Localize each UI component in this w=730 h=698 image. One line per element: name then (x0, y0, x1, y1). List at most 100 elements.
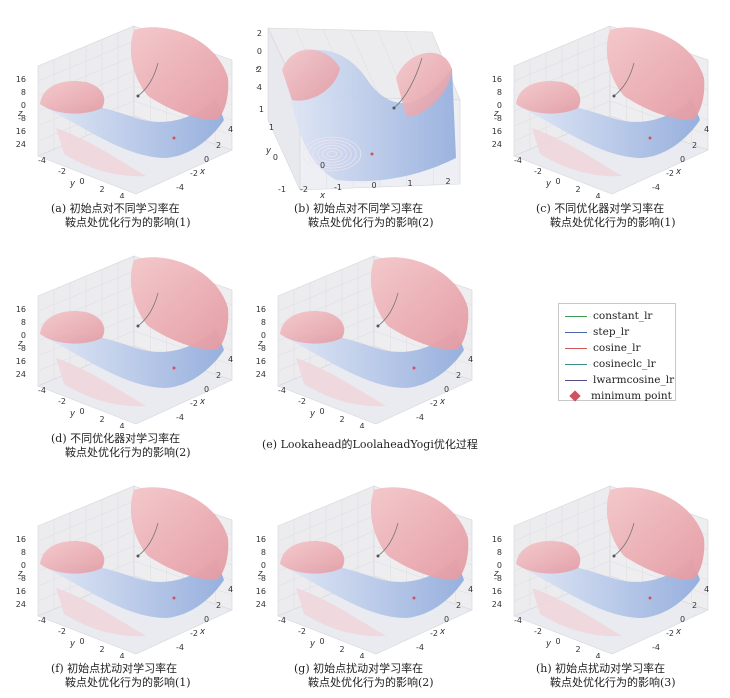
surface-valley (46, 98, 224, 158)
y-tick-label: 0 (273, 153, 278, 162)
caption-c: (c) 不同优化器对学习率在 鞍点处优化行为的影响(1) (536, 202, 676, 230)
caption-tag: (b) (294, 202, 310, 215)
z-tick-label: 8 (21, 318, 26, 327)
surface-front (56, 128, 146, 177)
z-tick-label: 0 (497, 561, 502, 570)
z-tick-label: 16 (492, 75, 502, 84)
caption-line2: 鞍点处优化行为的影响(1) (65, 216, 191, 229)
z-tick-label: -16 (256, 587, 266, 596)
contour-ring (326, 150, 338, 158)
caption-d: (d) 不同优化器对学习率在 鞍点处优化行为的影响(2) (51, 432, 191, 460)
z-tick-label: 16 (16, 75, 26, 84)
caption-line1: 初始点扰动对学习率在 (313, 662, 424, 675)
y-tick-label: 2 (575, 645, 580, 654)
x-tick-label: 1 (407, 179, 412, 188)
y-tick-label: 2 (99, 645, 104, 654)
z-tick-label: 8 (261, 548, 266, 557)
y-tick-label: -2 (298, 397, 306, 406)
y-tick-label: -4 (514, 156, 522, 165)
z-tick-label: -24 (16, 140, 26, 149)
caption-a: (a) 初始点对不同学习率在 鞍点处优化行为的影响(1) (51, 202, 191, 230)
caption-line1: 不同优化器对学习率在 (70, 432, 181, 445)
x-tick-label: 2 (456, 371, 461, 380)
z-tick-label: 16 (16, 535, 26, 544)
surface-front (532, 588, 622, 637)
start-point (136, 94, 140, 98)
start-point (392, 106, 396, 110)
x-tick-label: 4 (228, 585, 233, 594)
z-tick-label: 16 (256, 535, 266, 544)
x-axis-label: x (439, 627, 446, 637)
x-tick-label: 0 (371, 181, 376, 190)
z-tick-label: 1 (259, 105, 264, 114)
x-tick-label: 4 (704, 585, 709, 594)
x-tick-label: 0 (204, 615, 209, 624)
z-tick-label: -16 (256, 357, 266, 366)
y-tick-label: -2 (58, 627, 66, 636)
x-tick-label: -2 (190, 629, 198, 638)
caption-tag: (h) (536, 662, 552, 675)
x-tick-label: -4 (652, 643, 660, 652)
y-axis-label: y (69, 179, 76, 189)
z-axis-label: z (256, 65, 259, 75)
x-tick-label: -4 (176, 183, 184, 192)
descent-path (613, 62, 635, 97)
caption-tag: (e) (262, 438, 278, 451)
start-point (136, 554, 140, 558)
z-tick-label: 0 (21, 331, 26, 340)
x-tick-label: 4 (228, 355, 233, 364)
descent-path (137, 522, 159, 557)
x-tick-label: 0 (680, 155, 685, 164)
minimum-point (648, 136, 652, 140)
x-tick-label: 2 (445, 177, 450, 186)
z-axis-label: z (17, 339, 23, 349)
x-tick-label: -2 (666, 169, 674, 178)
surface-valley (46, 558, 224, 618)
descent-path (137, 62, 159, 97)
z-tick-label: -16 (16, 127, 26, 136)
caption-line1: 初始点对不同学习率在 (313, 202, 424, 215)
x-tick-label: 0 (204, 155, 209, 164)
legend-label: minimum point (591, 390, 672, 402)
y-tick-label: -2 (534, 627, 542, 636)
start-point (136, 324, 140, 328)
z-tick-label: 16 (256, 305, 266, 314)
minimum-point (648, 596, 652, 600)
z-tick-label: -24 (16, 370, 26, 379)
legend-line-swatch (565, 331, 587, 333)
legend-label: constant_lr (593, 310, 653, 322)
y-tick-label: 2 (575, 185, 580, 194)
legend-item-minimum: minimum point (565, 389, 672, 403)
legend-label: cosineclc_lr (593, 358, 656, 370)
y-tick-label: -2 (298, 627, 306, 636)
z-tick-label: -16 (492, 127, 502, 136)
x-tick-label: -2 (190, 399, 198, 408)
caption-line2: 鞍点处优化行为的影响(2) (308, 676, 434, 689)
minimum-diamond-icon (569, 390, 581, 402)
x-axis-label: x (199, 397, 206, 407)
z-tick-label: -24 (256, 600, 266, 609)
z-tick-label: -16 (492, 587, 502, 596)
x-tick-label: -2 (666, 629, 674, 638)
surface-ridge-left (40, 310, 105, 344)
surface-valley (46, 328, 224, 388)
x-axis-label: x (675, 167, 682, 177)
y-tick-label: 0 (555, 177, 560, 186)
z-tick-label: 2 (257, 29, 262, 38)
z-tick-label: 0 (21, 561, 26, 570)
legend-label: step_lr (593, 326, 630, 338)
contour-ring (317, 145, 347, 163)
x-tick-label: 0 (204, 385, 209, 394)
surface-ridge-left (516, 80, 581, 114)
x-tick-label: -4 (416, 413, 424, 422)
caption-line2: 鞍点处优化行为的影响(1) (65, 676, 191, 689)
y-tick-label: -4 (38, 156, 46, 165)
surface-front (296, 358, 386, 407)
